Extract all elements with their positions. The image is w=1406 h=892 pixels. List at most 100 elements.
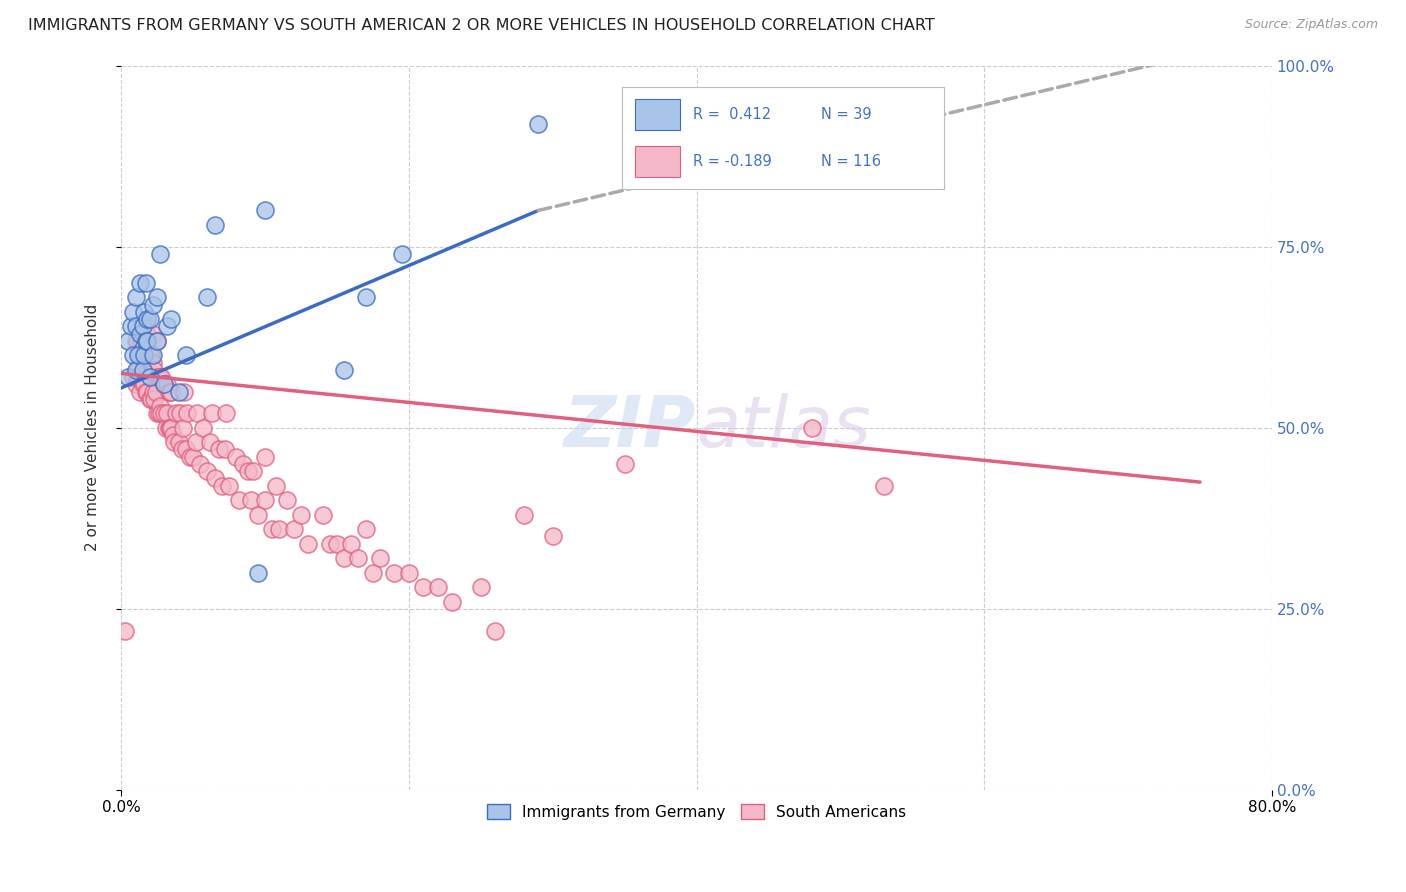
Point: [197, 464, 219, 478]
Point: [150, 370, 173, 384]
Point: [201, 406, 224, 420]
Point: [124, 377, 146, 392]
Point: [124, 319, 146, 334]
Y-axis label: 2 or more Vehicles in Household: 2 or more Vehicles in Household: [86, 304, 100, 551]
Point: [484, 624, 506, 638]
Point: [470, 580, 492, 594]
Point: [114, 624, 136, 638]
Point: [440, 594, 463, 608]
Point: [167, 384, 190, 399]
Point: [153, 406, 176, 420]
Point: [361, 566, 384, 580]
Point: [266, 479, 288, 493]
Point: [191, 421, 214, 435]
Point: [156, 319, 179, 334]
Point: [162, 428, 184, 442]
Point: [613, 457, 636, 471]
Point: [134, 348, 156, 362]
Point: [179, 450, 201, 464]
Point: [146, 334, 169, 348]
Point: [311, 508, 333, 522]
Point: [125, 370, 148, 384]
Point: [253, 450, 276, 464]
Point: [232, 457, 254, 471]
Point: [129, 370, 152, 384]
Point: [128, 326, 150, 341]
Point: [139, 348, 162, 362]
Point: [159, 421, 181, 435]
Point: [121, 305, 143, 319]
Point: [136, 326, 159, 341]
Point: [239, 493, 262, 508]
Point: [134, 319, 156, 334]
Point: [391, 247, 413, 261]
Point: [135, 384, 157, 399]
Point: [149, 370, 172, 384]
Point: [135, 355, 157, 369]
Point: [218, 479, 240, 493]
Text: atlas: atlas: [696, 393, 872, 462]
Point: [354, 522, 377, 536]
Point: [800, 421, 823, 435]
Point: [148, 370, 170, 384]
Point: [135, 334, 157, 348]
Point: [124, 363, 146, 377]
Point: [167, 435, 190, 450]
Point: [129, 334, 152, 348]
Point: [146, 334, 169, 348]
Point: [204, 218, 226, 232]
Point: [143, 392, 166, 406]
Point: [269, 522, 291, 536]
Point: [136, 363, 159, 377]
Point: [142, 326, 165, 341]
Point: [157, 421, 180, 435]
Point: [125, 334, 148, 348]
Point: [160, 312, 183, 326]
Point: [242, 464, 264, 478]
Point: [326, 536, 349, 550]
Point: [188, 457, 211, 471]
Point: [197, 290, 219, 304]
Point: [333, 363, 356, 377]
Point: [872, 479, 894, 493]
Point: [121, 348, 143, 362]
Point: [173, 384, 195, 399]
Point: [128, 384, 150, 399]
Point: [146, 290, 169, 304]
Point: [132, 319, 155, 334]
Point: [136, 384, 159, 399]
Point: [347, 551, 370, 566]
Point: [124, 290, 146, 304]
Point: [253, 203, 276, 218]
Point: [214, 442, 236, 457]
Point: [127, 348, 149, 362]
Point: [136, 312, 159, 326]
Text: IMMIGRANTS FROM GERMANY VS SOUTH AMERICAN 2 OR MORE VEHICLES IN HOUSEHOLD CORREL: IMMIGRANTS FROM GERMANY VS SOUTH AMERICA…: [28, 18, 935, 33]
Point: [159, 384, 181, 399]
Point: [138, 363, 160, 377]
Point: [139, 392, 162, 406]
Point: [127, 363, 149, 377]
Point: [340, 536, 363, 550]
Point: [262, 522, 284, 536]
Point: [236, 464, 259, 478]
Point: [124, 334, 146, 348]
Point: [283, 522, 305, 536]
Point: [132, 377, 155, 392]
Point: [134, 348, 156, 362]
Point: [384, 566, 406, 580]
Point: [354, 290, 377, 304]
Point: [142, 355, 165, 369]
Point: [156, 406, 179, 420]
Point: [143, 363, 166, 377]
Point: [120, 319, 142, 334]
Point: [156, 377, 179, 392]
Point: [134, 377, 156, 392]
Point: [225, 450, 247, 464]
Point: [211, 479, 233, 493]
Point: [169, 406, 191, 420]
Point: [176, 406, 198, 420]
Point: [128, 276, 150, 290]
Point: [541, 529, 564, 543]
Point: [150, 406, 173, 420]
